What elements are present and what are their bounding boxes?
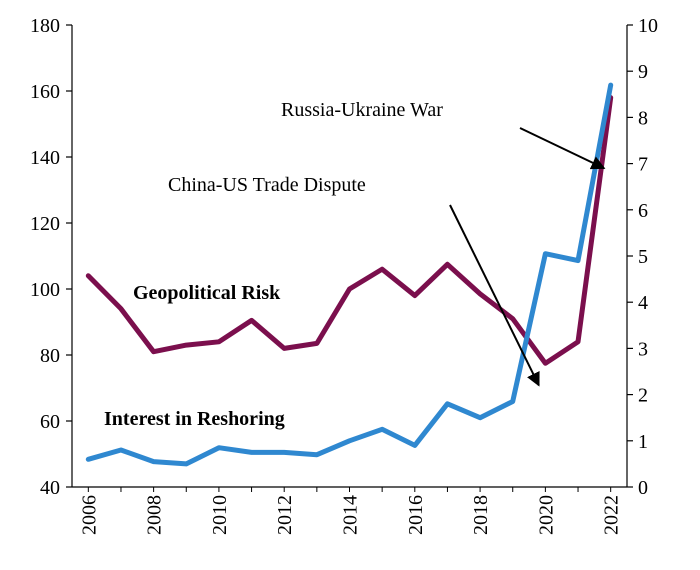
right-tick-label: 9 [638,61,648,83]
series-label-interest-in-reshoring: Interest in Reshoring [104,408,285,430]
right-tick-label: 8 [638,107,648,129]
x-tick-label: 2008 [144,495,166,535]
right-tick-label: 3 [638,338,648,360]
left-tick-label: 40 [40,477,60,499]
series-line-geopolitical-risk [85,95,614,366]
left-tick-label: 60 [40,411,60,433]
series-label-geopolitical-risk: Geopolitical Risk [133,282,281,304]
right-tick-label: 10 [638,15,658,37]
left-tick-label: 120 [30,213,60,235]
x-tick-label: 2012 [274,495,296,535]
left-tick-label: 180 [30,15,60,37]
right-tick-label: 6 [638,200,648,222]
x-tick-label: 2022 [601,495,623,535]
right-tick-label: 7 [638,154,648,176]
series-labels: Geopolitical Risk Interest in Reshoring [104,282,285,430]
left-tick-label: 100 [30,279,60,301]
right-tick-label: 0 [638,477,648,499]
x-tick-label: 2014 [340,495,362,535]
annotation-russia-ukraine-war: Russia-Ukraine War [281,99,443,121]
axes: 40 60 80 100 120 140 160 180 0 1 2 3 4 5 6 7 8 9 10 2006 200… [30,15,658,535]
left-tick-label: 160 [30,81,60,103]
left-tick-label: 140 [30,147,60,169]
annotation-arrow-russia-ukraine-war [519,127,606,170]
x-tick-label: 2018 [470,495,492,535]
x-tick-label: 2006 [78,495,100,535]
right-tick-label: 5 [638,246,648,268]
right-tick-label: 4 [638,292,648,314]
annotation-arrow-china-us-trade-dispute [449,204,540,387]
left-tick-label: 80 [40,345,60,367]
right-tick-label: 1 [638,431,648,453]
x-tick-label: 2016 [405,495,427,535]
annotations: China-US Trade Dispute Russia-Ukraine Wa… [168,99,606,387]
x-tick-label: 2010 [209,495,231,535]
x-tick-label: 2020 [535,495,557,535]
right-tick-label: 2 [638,385,648,407]
annotation-china-us-trade-dispute: China-US Trade Dispute [168,174,366,196]
